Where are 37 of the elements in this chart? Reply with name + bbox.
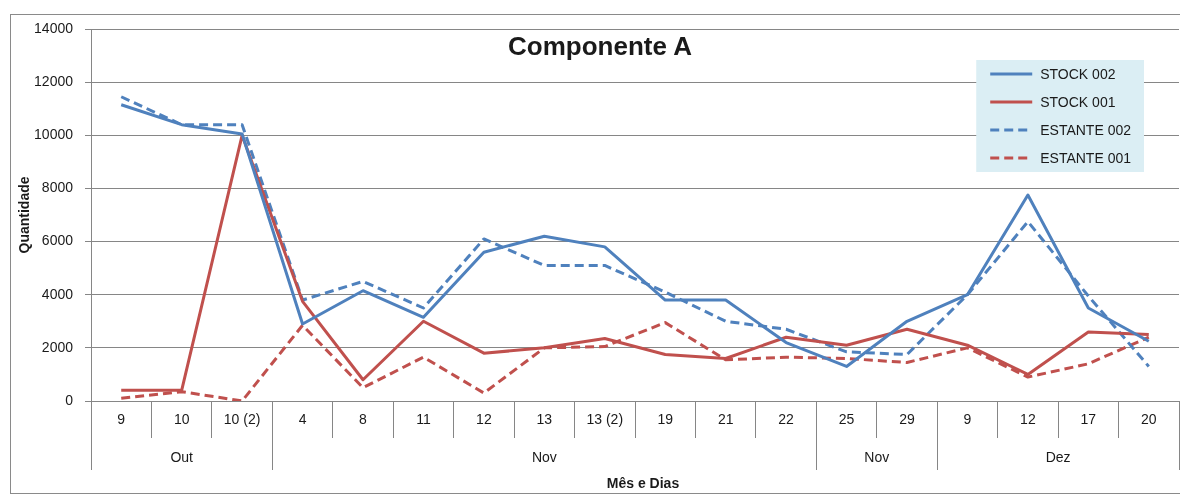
y-tick-label: 10000 bbox=[34, 126, 74, 143]
text: Nov bbox=[864, 448, 890, 465]
text: Out bbox=[170, 448, 194, 465]
y-tick-label: 8000 bbox=[41, 179, 74, 196]
x-tick-label: 22 bbox=[778, 411, 795, 428]
x-tick-label: 13 bbox=[536, 411, 553, 428]
x-tick-label: 11 bbox=[416, 411, 431, 428]
text: Dez bbox=[1045, 448, 1071, 465]
legend-label: STOCK 002 bbox=[1040, 65, 1116, 82]
x-axis-title: Mês e Dias bbox=[606, 474, 680, 491]
text: Nov bbox=[531, 448, 557, 465]
x-tick-label: 17 bbox=[1080, 411, 1097, 428]
x-tick-label: 13 (2) bbox=[586, 411, 624, 428]
x-tick-label: 8 bbox=[359, 411, 368, 428]
y-tick-label: 12000 bbox=[34, 73, 74, 89]
x-tick-label: 9 bbox=[117, 411, 126, 428]
x-tick-label: 12 bbox=[1020, 411, 1036, 428]
y-tick-label: 2000 bbox=[41, 338, 74, 355]
x-tick-label: 12 bbox=[476, 411, 492, 428]
x-tick-label: 19 bbox=[657, 411, 674, 428]
y-tick-label: 6000 bbox=[41, 232, 74, 249]
x-tick-label: 20 bbox=[1140, 411, 1157, 428]
legend-label: ESTANTE 002 bbox=[1040, 121, 1132, 138]
y-tick-label: 14000 bbox=[34, 19, 74, 36]
x-tick-label: 9 bbox=[963, 411, 972, 428]
x-tick-label: 4 bbox=[298, 411, 307, 428]
legend-label: ESTANTE 001 bbox=[1040, 149, 1132, 166]
x-tick-label: 25 bbox=[838, 411, 855, 428]
x-tick-label: 21 bbox=[717, 411, 734, 428]
chart-title: Componente A bbox=[508, 31, 693, 62]
x-tick-label: 10 (2) bbox=[223, 411, 261, 428]
y-tick-label: 4000 bbox=[41, 285, 74, 302]
y-tick-label: 0 bbox=[65, 391, 74, 408]
x-tick-label: 10 bbox=[173, 411, 190, 428]
x-tick-label: 29 bbox=[899, 411, 915, 428]
y-axis-title: Quantidade bbox=[15, 176, 32, 254]
legend-label: STOCK 001 bbox=[1040, 93, 1116, 110]
